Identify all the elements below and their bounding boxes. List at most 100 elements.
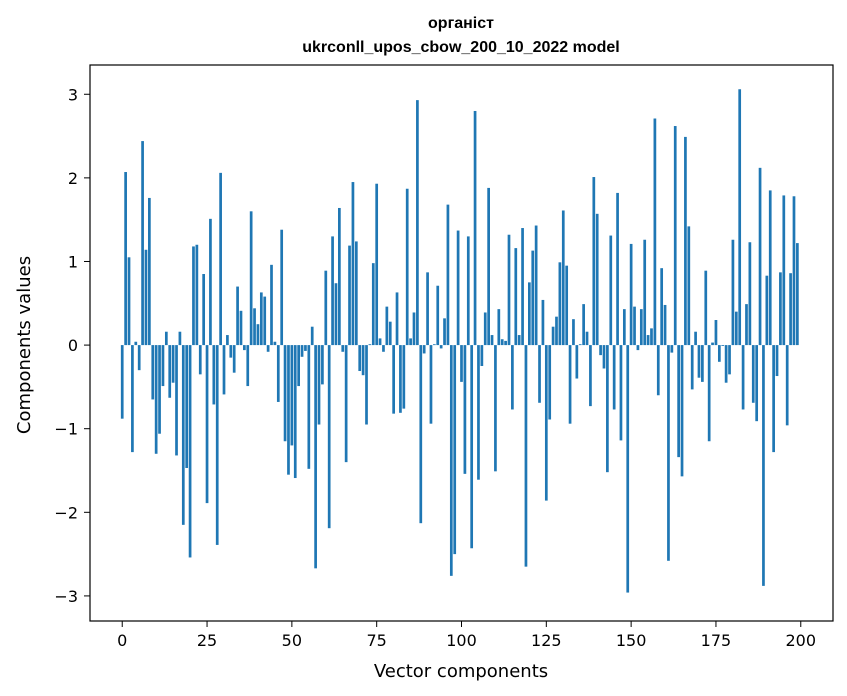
bar bbox=[436, 285, 440, 346]
bar bbox=[697, 345, 701, 378]
bar bbox=[439, 345, 443, 349]
bar bbox=[310, 326, 314, 346]
bar bbox=[399, 345, 402, 413]
bar bbox=[297, 345, 300, 387]
bar bbox=[127, 257, 131, 346]
bar bbox=[500, 339, 504, 346]
bar bbox=[276, 345, 280, 402]
bars-group bbox=[120, 89, 799, 593]
bar bbox=[768, 190, 772, 346]
bar bbox=[460, 345, 463, 382]
bar bbox=[215, 345, 219, 545]
bar bbox=[558, 262, 562, 346]
bar bbox=[796, 243, 799, 346]
bar bbox=[219, 172, 222, 346]
bar bbox=[711, 342, 714, 346]
bar bbox=[185, 345, 189, 468]
bar bbox=[595, 213, 599, 346]
bar bbox=[304, 345, 307, 351]
bar bbox=[663, 304, 667, 346]
bar bbox=[222, 345, 226, 395]
bar bbox=[341, 345, 345, 352]
bar bbox=[409, 338, 412, 346]
bar bbox=[731, 239, 735, 346]
bar bbox=[419, 345, 423, 524]
y-tick-label: −3 bbox=[54, 587, 78, 606]
bar bbox=[178, 331, 182, 346]
bar bbox=[785, 345, 789, 426]
bar bbox=[521, 228, 524, 346]
bar bbox=[578, 344, 582, 346]
bar bbox=[514, 248, 518, 346]
bar bbox=[161, 345, 165, 387]
bar bbox=[643, 239, 647, 346]
bar bbox=[789, 273, 792, 346]
bar bbox=[751, 345, 755, 403]
bar bbox=[164, 331, 168, 346]
bar bbox=[639, 309, 643, 346]
bar bbox=[120, 345, 124, 419]
bar bbox=[137, 345, 141, 371]
bar bbox=[385, 306, 389, 346]
bar bbox=[636, 345, 640, 351]
bar bbox=[175, 345, 178, 456]
bar bbox=[741, 345, 745, 410]
bar bbox=[344, 345, 348, 463]
bar bbox=[779, 272, 782, 346]
bar bbox=[317, 345, 321, 425]
bar bbox=[477, 345, 480, 480]
bar bbox=[327, 345, 331, 529]
bar bbox=[585, 331, 589, 346]
bar bbox=[721, 345, 725, 346]
chart-title-line2: ukrconll_upos_cbow_200_10_2022 model bbox=[302, 39, 619, 56]
bar bbox=[188, 345, 192, 558]
bar bbox=[290, 345, 294, 446]
bar bbox=[280, 229, 284, 346]
bar bbox=[538, 345, 541, 403]
chart-title-line1: органіст bbox=[428, 15, 494, 32]
bar bbox=[388, 321, 392, 346]
bar bbox=[212, 345, 216, 405]
bar bbox=[293, 345, 297, 479]
bar bbox=[599, 345, 602, 356]
bar bbox=[287, 345, 290, 475]
x-tick-label: 175 bbox=[701, 631, 732, 650]
bar bbox=[463, 345, 467, 474]
bar bbox=[687, 226, 691, 346]
x-tick-label: 25 bbox=[197, 631, 217, 650]
bar bbox=[707, 345, 711, 442]
bar bbox=[192, 246, 195, 346]
bar bbox=[131, 345, 134, 453]
bar bbox=[633, 306, 636, 346]
x-tick-label: 75 bbox=[367, 631, 387, 650]
bar bbox=[324, 270, 328, 346]
bar bbox=[792, 196, 796, 346]
y-tick-label: 1 bbox=[68, 252, 78, 271]
bar bbox=[405, 188, 409, 346]
bar bbox=[283, 345, 287, 442]
x-tick-label: 0 bbox=[117, 631, 127, 650]
bar bbox=[226, 335, 229, 346]
bar bbox=[198, 345, 202, 375]
plot-frame bbox=[89, 64, 834, 622]
bar bbox=[653, 118, 657, 346]
bar bbox=[646, 335, 650, 346]
bar bbox=[365, 345, 368, 425]
bar bbox=[334, 283, 338, 346]
bar bbox=[358, 345, 362, 372]
bar bbox=[504, 340, 507, 346]
bar bbox=[568, 345, 572, 424]
y-tick-label: 0 bbox=[68, 336, 78, 355]
bar bbox=[548, 345, 552, 420]
bar bbox=[714, 320, 718, 346]
bar bbox=[650, 328, 653, 346]
bar bbox=[670, 345, 674, 353]
bar bbox=[565, 265, 569, 346]
bar bbox=[246, 345, 250, 387]
bar bbox=[253, 308, 256, 346]
bar bbox=[453, 345, 457, 555]
x-axis-label: Vector components bbox=[374, 661, 548, 682]
bar bbox=[511, 345, 514, 410]
bar bbox=[738, 89, 742, 346]
bar bbox=[534, 225, 538, 346]
